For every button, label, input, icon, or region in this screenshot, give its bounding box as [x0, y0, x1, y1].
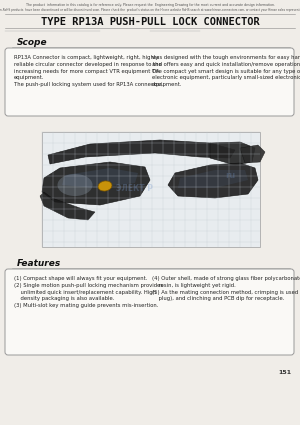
Text: Features: Features [17, 258, 61, 267]
Bar [42, 132, 260, 247]
Text: TYPE RP13A PUSH-PULL LOCK CONNECTOR: TYPE RP13A PUSH-PULL LOCK CONNECTOR [40, 17, 260, 27]
FancyBboxPatch shape [5, 269, 294, 355]
Text: ЭЛЕКТ Р: ЭЛЕКТ Р [116, 184, 154, 193]
Polygon shape [168, 163, 258, 198]
Polygon shape [240, 145, 265, 163]
Text: The product  information in this catalog is for reference only. Please request t: The product information in this catalog … [26, 3, 275, 7]
Polygon shape [62, 168, 138, 188]
Ellipse shape [98, 181, 112, 191]
Polygon shape [42, 162, 150, 205]
Text: (1) Compact shape will always fit your equipment.
(2) Single motion push-pull lo: (1) Compact shape will always fit your e… [14, 276, 163, 308]
Text: ru: ru [225, 170, 235, 179]
Text: Scope: Scope [17, 37, 48, 46]
Ellipse shape [58, 174, 92, 196]
Text: (4) Outer shell, made of strong glass fiber polycarbonate
    resin, is lightwei: (4) Outer shell, made of strong glass fi… [152, 276, 300, 301]
Polygon shape [178, 170, 248, 188]
Text: was designed with the tough environments for easy handling
and offers easy and q: was designed with the tough environments… [152, 55, 300, 87]
Polygon shape [40, 192, 95, 220]
Polygon shape [48, 140, 235, 164]
Polygon shape [210, 142, 255, 165]
FancyBboxPatch shape [5, 48, 294, 116]
Text: 151: 151 [278, 370, 291, 375]
Text: All non-RoHS products  have been discontinued or will be discontinued soon. Plea: All non-RoHS products have been disconti… [0, 8, 300, 12]
Text: RP13A Connector is compact, lightweight, right, highly
reliable circular connect: RP13A Connector is compact, lightweight,… [14, 55, 163, 87]
